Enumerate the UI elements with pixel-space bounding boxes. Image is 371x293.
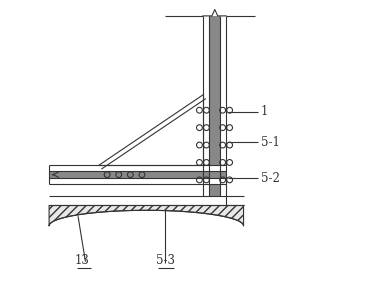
- Polygon shape: [209, 16, 220, 196]
- Polygon shape: [49, 165, 226, 184]
- Polygon shape: [203, 16, 226, 196]
- Polygon shape: [49, 171, 226, 178]
- Polygon shape: [49, 205, 243, 226]
- Text: 1: 1: [261, 105, 268, 118]
- Polygon shape: [49, 196, 243, 205]
- Text: 5-1: 5-1: [261, 136, 280, 149]
- Polygon shape: [98, 94, 203, 165]
- Text: 5-2: 5-2: [261, 172, 280, 185]
- Text: 5-3: 5-3: [156, 254, 175, 267]
- Text: 13: 13: [75, 254, 90, 267]
